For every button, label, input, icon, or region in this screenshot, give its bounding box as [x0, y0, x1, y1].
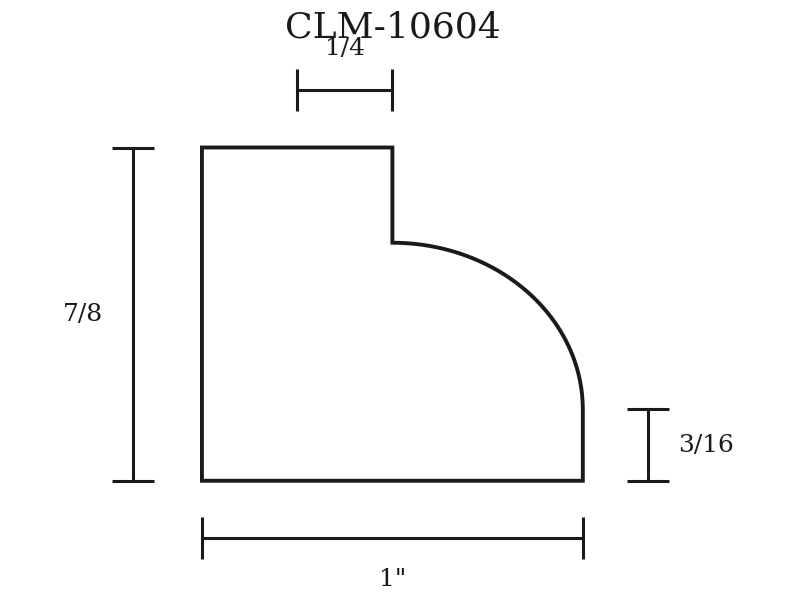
Text: 1/4: 1/4 — [325, 37, 365, 60]
Text: CLM-10604: CLM-10604 — [285, 10, 500, 44]
Text: 7/8: 7/8 — [63, 302, 103, 326]
Text: 3/16: 3/16 — [678, 434, 734, 457]
Text: 1": 1" — [378, 568, 406, 592]
